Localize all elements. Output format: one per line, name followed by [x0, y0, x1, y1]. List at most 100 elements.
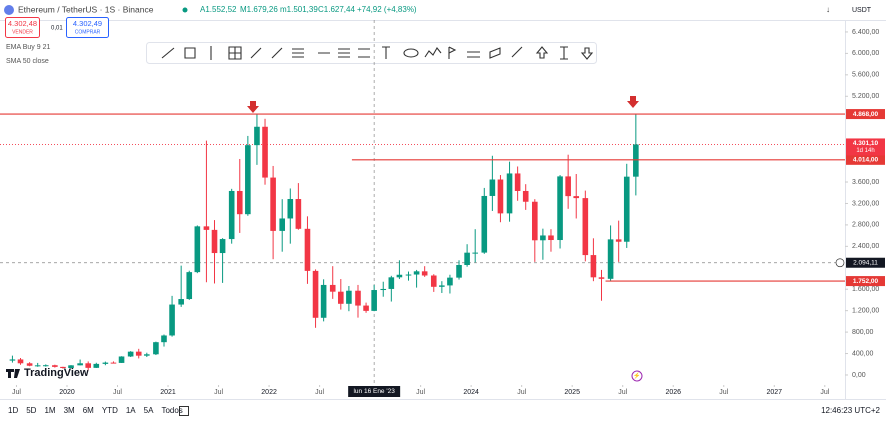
candle-body [565, 176, 571, 197]
y-tick-label: 6.400,00 [852, 29, 879, 36]
y-tick-label: 6.000,00 [852, 50, 879, 57]
y-tick-label: 1.200,00 [852, 308, 879, 315]
candle-body [548, 235, 554, 241]
buy-box [66, 17, 109, 38]
peak-arrows [247, 96, 639, 113]
calendar-icon[interactable] [179, 406, 189, 416]
candle-body [178, 299, 184, 305]
candle-body [77, 363, 83, 366]
x-tick-label: 2027 [766, 389, 782, 396]
sell-box [5, 17, 40, 38]
spread: 0,01 [51, 26, 63, 32]
candle-body [329, 284, 336, 292]
range-button[interactable]: 1M [44, 406, 55, 415]
x-tick-label: Jul [618, 389, 627, 396]
logo-text: TradingView [24, 367, 89, 379]
range-button[interactable]: 1A [126, 406, 136, 415]
event-icon[interactable] [631, 370, 643, 382]
level-label-box [846, 154, 885, 165]
arrow-marker [627, 96, 639, 108]
candle-body [607, 239, 614, 279]
range-button[interactable]: 3M [64, 406, 75, 415]
crosshair-plus[interactable] [835, 258, 845, 268]
indicator-sma[interactable]: SMA 50 close [6, 58, 49, 65]
indicator-ema[interactable]: EMA Buy 9 21 [6, 44, 50, 51]
candle-body [144, 354, 150, 356]
candle-body [430, 275, 437, 287]
candle-body [380, 288, 387, 291]
ohlc-close: C1.627,44 [318, 5, 355, 14]
buy-price: 4.302,49 [73, 19, 102, 28]
last-price-countdown: 1d 14h [856, 148, 874, 154]
y-tick-label: 1.600,00 [852, 286, 879, 293]
sell-button[interactable]: 4.302,48 VENDER [5, 17, 40, 38]
candle-body [615, 239, 622, 242]
candle-body [481, 195, 488, 253]
range-button[interactable]: 5D [26, 406, 36, 415]
candle-body [405, 274, 412, 276]
candle-body [371, 290, 377, 311]
candle-body [279, 218, 286, 231]
y-tick-label: 5.200,00 [852, 93, 879, 100]
level-label-box [846, 109, 885, 120]
crosshair-x-label: lun 16 Ene '23 [353, 388, 395, 395]
candle-body [118, 356, 125, 363]
candle-body [582, 198, 589, 256]
range-button[interactable]: 1D [8, 406, 18, 415]
candle-body [93, 363, 100, 368]
range-button[interactable]: 5A [144, 406, 154, 415]
down-arrow[interactable]: ↓ [826, 5, 830, 14]
candle-body [254, 126, 260, 146]
candle-body [338, 291, 344, 304]
candle-body [312, 270, 319, 318]
candle-body [346, 290, 352, 304]
candle-body [186, 272, 193, 300]
crosshair-x-box [348, 386, 401, 397]
buy-button[interactable]: 4.302,49 COMPRAR [66, 17, 109, 38]
candle-body [396, 274, 403, 278]
candle-body [110, 362, 117, 364]
candle-body [34, 365, 41, 367]
x-tick-label: Jul [517, 389, 526, 396]
candle-body [598, 277, 605, 279]
candle-body [169, 304, 175, 336]
range-button[interactable]: Todos [161, 406, 182, 415]
range-button[interactable]: 6M [83, 406, 94, 415]
ohlc-change: +74,92 (+4,83%) [357, 5, 417, 14]
candle-body [456, 264, 462, 278]
candle-body [219, 239, 226, 254]
candle-body [320, 284, 327, 318]
x-tick-label: Jul [113, 389, 122, 396]
y-tick-label: 3.200,00 [852, 200, 879, 207]
candle-body [413, 271, 420, 275]
last-price-box [846, 138, 885, 156]
range-button[interactable]: YTD [102, 406, 118, 415]
candle-body [573, 196, 580, 199]
candle-body [236, 190, 243, 215]
market-status [182, 7, 188, 13]
candle-body [447, 277, 453, 286]
candle-body [633, 144, 639, 177]
candle-body [295, 199, 302, 229]
currency[interactable]: USDT [852, 7, 872, 14]
event-icon-glyph: ⚡ [633, 372, 640, 380]
x-tick-label: 2024 [463, 389, 479, 396]
candle-body [388, 277, 395, 289]
y-tick-label: 3.600,00 [852, 179, 879, 186]
candle-body [161, 335, 167, 343]
candle-body [489, 179, 496, 196]
candle-body [228, 190, 235, 240]
y-tick-label: 5.600,00 [852, 72, 879, 79]
candle-body [102, 362, 109, 364]
candle-body [497, 179, 504, 214]
ohlc-low: m1.501,39 [280, 5, 318, 14]
x-tick-label: Jul [416, 389, 425, 396]
candle-body [421, 271, 428, 276]
y-tick-label: 400,00 [852, 350, 874, 357]
x-tick-label: Jul [820, 389, 829, 396]
x-tick-label: 2020 [59, 389, 75, 396]
y-tick-label: 2.400,00 [852, 243, 879, 250]
candle-body [532, 201, 538, 241]
y-tick-label: 800,00 [852, 329, 874, 336]
